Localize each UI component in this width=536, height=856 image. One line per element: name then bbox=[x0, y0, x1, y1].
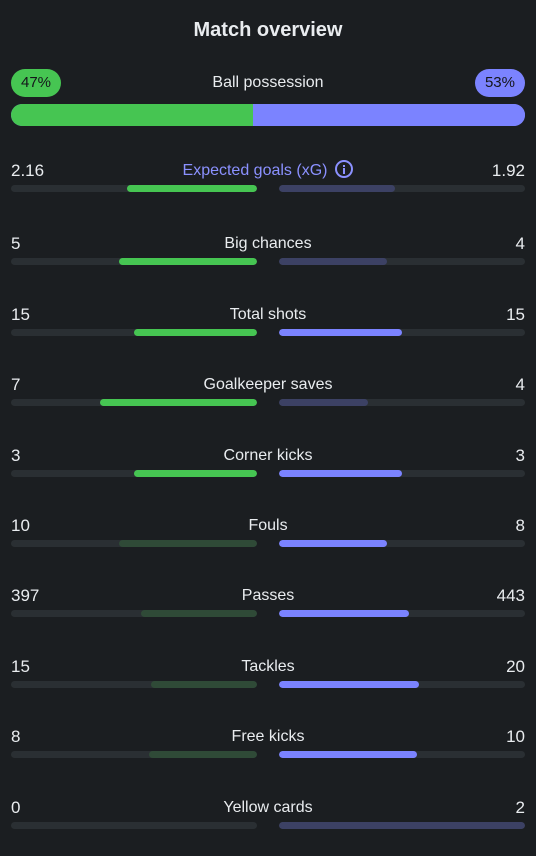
away-value: 1.92 bbox=[491, 161, 525, 180]
home-bar-track bbox=[11, 399, 257, 406]
stat-label-text: Big chances bbox=[224, 235, 312, 252]
stat-label-text: Free kicks bbox=[231, 728, 305, 745]
possession-bar-away bbox=[252, 104, 525, 126]
stat-row: 10 Fouls 8 bbox=[11, 515, 525, 555]
away-value: 8 bbox=[515, 516, 525, 535]
away-bar-track bbox=[279, 329, 525, 336]
home-value: 10 bbox=[11, 516, 30, 535]
stat-label-text: Tackles bbox=[241, 658, 295, 675]
away-value: 4 bbox=[515, 375, 525, 394]
away-bar-fill bbox=[279, 610, 410, 617]
home-value: 15 bbox=[11, 657, 30, 676]
home-value: 7 bbox=[11, 375, 21, 394]
stat-label: Tackles bbox=[11, 656, 525, 678]
home-value: 0 bbox=[11, 798, 21, 817]
away-bar-fill bbox=[279, 399, 368, 406]
stat-label-text: Corner kicks bbox=[223, 447, 313, 464]
possession-bar-home bbox=[11, 104, 253, 126]
away-bar-fill bbox=[279, 258, 388, 265]
home-bar-track bbox=[11, 751, 257, 758]
stat-label: Total shots bbox=[11, 304, 525, 326]
home-bar-fill bbox=[141, 610, 257, 617]
away-bar-track bbox=[279, 610, 525, 617]
home-bar-fill bbox=[148, 751, 257, 758]
away-bar-track bbox=[279, 470, 525, 477]
away-value: 3 bbox=[515, 446, 525, 465]
stat-label-text: Goalkeeper saves bbox=[203, 376, 333, 393]
home-value: 15 bbox=[11, 305, 30, 324]
possession-header: 47% Ball possession 53% bbox=[11, 69, 525, 97]
stat-label-text: Expected goals (xG) bbox=[182, 162, 328, 179]
away-bar-track bbox=[279, 258, 525, 265]
stat-label: Corner kicks bbox=[11, 445, 525, 467]
home-bar-fill bbox=[134, 470, 257, 477]
stat-label-text: Passes bbox=[241, 587, 295, 604]
stat-label-text: Total shots bbox=[229, 306, 307, 323]
stat-row: 0 Yellow cards 2 bbox=[11, 797, 525, 837]
stat-row: 3 Corner kicks 3 bbox=[11, 445, 525, 485]
away-bar-fill bbox=[279, 540, 388, 547]
possession-label: Ball possession bbox=[212, 74, 324, 91]
home-possession-badge: 47% bbox=[11, 69, 62, 97]
away-bar-track bbox=[279, 540, 525, 547]
home-bar-fill bbox=[99, 399, 257, 406]
away-value: 10 bbox=[506, 727, 525, 746]
away-bar-track bbox=[279, 751, 525, 758]
home-bar-fill bbox=[151, 681, 257, 688]
away-bar-track bbox=[279, 399, 525, 406]
away-bar-fill bbox=[279, 329, 402, 336]
home-value: 8 bbox=[11, 727, 21, 746]
stat-label-text: Fouls bbox=[248, 517, 288, 534]
away-value: 20 bbox=[506, 657, 525, 676]
home-bar-track bbox=[11, 470, 257, 477]
away-bar-track bbox=[279, 681, 525, 688]
stat-label: Yellow cards bbox=[11, 797, 525, 819]
stat-row: 5 Big chances 4 bbox=[11, 233, 525, 273]
stat-label: Free kicks bbox=[11, 726, 525, 748]
away-value: 4 bbox=[515, 234, 525, 253]
stat-row: 397 Passes 443 bbox=[11, 585, 525, 625]
home-value: 2.16 bbox=[11, 161, 45, 180]
home-value: 5 bbox=[11, 234, 21, 253]
stat-label: Big chances bbox=[11, 233, 525, 255]
home-bar-track bbox=[11, 610, 257, 617]
home-bar-fill bbox=[119, 258, 257, 265]
panel-title: Match overview bbox=[193, 19, 343, 41]
away-bar-track bbox=[279, 822, 525, 829]
home-value: 397 bbox=[11, 586, 40, 605]
home-bar-track bbox=[11, 540, 257, 547]
stat-row: 8 Free kicks 10 bbox=[11, 726, 525, 766]
stat-row: 15 Tackles 20 bbox=[11, 656, 525, 696]
home-bar-fill bbox=[119, 540, 257, 547]
away-bar-fill bbox=[279, 470, 402, 477]
stat-row: 15 Total shots 15 bbox=[11, 304, 525, 344]
home-bar-track bbox=[11, 681, 257, 688]
stat-label[interactable]: Expected goals (xG) bbox=[11, 160, 525, 182]
away-bar-fill bbox=[279, 185, 395, 192]
home-value: 3 bbox=[11, 446, 21, 465]
home-bar-track bbox=[11, 329, 257, 336]
away-bar-fill bbox=[279, 751, 417, 758]
possession-bar bbox=[11, 104, 525, 126]
away-value: 443 bbox=[496, 586, 525, 605]
home-bar-track bbox=[11, 258, 257, 265]
away-bar-fill bbox=[279, 822, 525, 829]
away-bar-track bbox=[279, 185, 525, 192]
away-value: 2 bbox=[515, 798, 525, 817]
info-icon[interactable] bbox=[335, 160, 354, 178]
away-bar-fill bbox=[279, 681, 420, 688]
stat-label-text: Yellow cards bbox=[223, 799, 313, 816]
stat-row: 2.16 Expected goals (xG) 1.92 bbox=[11, 160, 525, 200]
home-bar-track bbox=[11, 822, 257, 829]
away-value: 15 bbox=[506, 305, 525, 324]
stat-label: Passes bbox=[11, 585, 525, 607]
home-bar-fill bbox=[126, 185, 257, 192]
stat-label: Fouls bbox=[11, 515, 525, 537]
stat-row: 7 Goalkeeper saves 4 bbox=[11, 374, 525, 414]
home-bar-track bbox=[11, 185, 257, 192]
away-possession-badge: 53% bbox=[474, 69, 525, 97]
stat-label: Goalkeeper saves bbox=[11, 374, 525, 396]
home-bar-fill bbox=[134, 329, 257, 336]
